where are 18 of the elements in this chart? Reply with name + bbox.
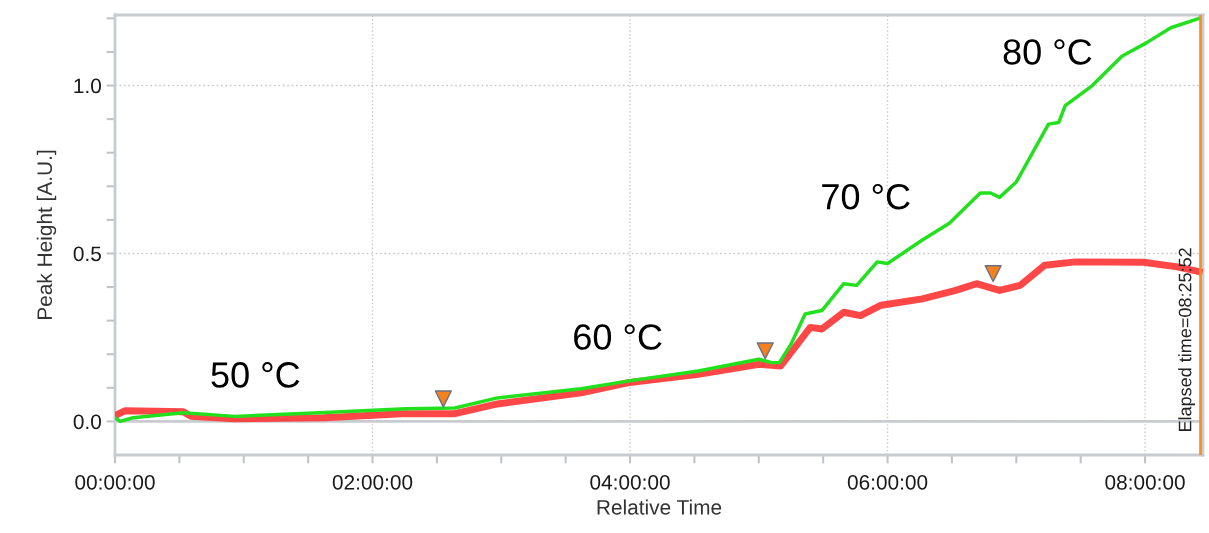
point	[434, 390, 452, 408]
annotation: 70 °C	[822, 183, 910, 210]
y-tick-label: 0.0	[73, 414, 101, 430]
y-tick-label: 0.5	[73, 246, 101, 262]
x-axis-title: Relative Time	[597, 499, 722, 515]
point	[756, 342, 774, 360]
annotation: 80 °C	[1003, 39, 1092, 65]
point	[984, 265, 1002, 283]
y-tick-label: 1.0	[74, 78, 101, 94]
annotation: 60 °C	[574, 324, 662, 350]
ref-line-label: Elapsed time=08:25:52	[1178, 248, 1195, 432]
x-tick-label: 06:00:00	[847, 474, 928, 490]
annotation: 50 °C	[211, 362, 300, 388]
y-axis-title: Peak Height [A.U.]	[36, 150, 57, 319]
x-tick-label: 00:00:00	[75, 474, 155, 490]
x-tick-label: 08:00:00	[1105, 474, 1185, 490]
x-tick-label: 02:00:00	[332, 474, 413, 490]
x-tick-label: 04:00:00	[590, 474, 670, 490]
